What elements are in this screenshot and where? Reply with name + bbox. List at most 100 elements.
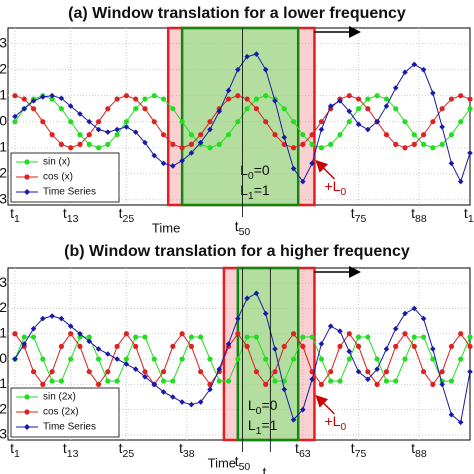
point (281, 343, 287, 350)
point (133, 96, 139, 102)
point (235, 356, 241, 362)
point (439, 124, 445, 130)
point (337, 132, 343, 138)
point (216, 378, 222, 384)
point (365, 376, 371, 383)
point (40, 381, 46, 387)
point (244, 96, 250, 102)
x-tick-label: t100 (464, 205, 474, 225)
point (392, 85, 399, 91)
point (290, 416, 297, 423)
point (216, 366, 223, 372)
point (457, 178, 464, 185)
point (393, 343, 399, 350)
point (160, 96, 167, 102)
point (114, 343, 120, 350)
y-tick-label: 3 (0, 34, 7, 50)
point (439, 141, 445, 147)
point (430, 119, 436, 125)
point (420, 132, 427, 138)
point (179, 119, 185, 125)
legend-marker (24, 424, 30, 430)
point (86, 369, 92, 375)
point (411, 343, 417, 350)
legend-marker (24, 174, 30, 180)
point (402, 331, 408, 337)
point (430, 145, 436, 151)
point (458, 119, 464, 125)
point (68, 356, 74, 362)
point (86, 334, 92, 340)
annotation: L1=1 (240, 182, 270, 202)
x-tick-label: t50 (235, 218, 251, 238)
point (77, 334, 83, 340)
point (188, 343, 195, 350)
point (30, 98, 37, 104)
y-tick-label: 3 (0, 274, 7, 290)
point (420, 315, 427, 322)
point (420, 66, 427, 73)
point (105, 106, 111, 112)
point (365, 126, 371, 133)
point (86, 338, 93, 345)
x-tick-label: t1 (10, 440, 20, 460)
x-tick-label: t50 (235, 453, 251, 473)
point (142, 334, 148, 340)
point (114, 378, 120, 384)
point (355, 106, 362, 112)
point (123, 361, 130, 367)
point (86, 132, 92, 138)
point (133, 106, 139, 112)
legend-marker (24, 394, 30, 400)
point (467, 106, 473, 112)
point (272, 132, 278, 138)
point (198, 132, 204, 138)
point (346, 356, 352, 362)
point (160, 389, 167, 395)
y-tick-label: -3 (0, 426, 7, 442)
x-tick-label: t38 (179, 440, 195, 460)
point (263, 93, 269, 99)
point (123, 124, 130, 130)
point (411, 141, 417, 147)
point (58, 95, 65, 102)
point (393, 106, 399, 112)
point (49, 92, 55, 99)
annotation: L0=0 (248, 397, 278, 417)
point (411, 61, 418, 68)
point (188, 401, 195, 408)
point (272, 98, 278, 104)
point (318, 381, 325, 387)
point (179, 157, 185, 164)
point (281, 134, 288, 141)
x-tick-label: t25 (119, 205, 135, 225)
x-tick-label: t88 (411, 440, 427, 460)
point (309, 132, 315, 138)
point (207, 145, 213, 151)
point (68, 145, 74, 151)
point (95, 145, 102, 151)
point (281, 106, 287, 112)
point (374, 118, 380, 125)
y-tick-label: -2 (0, 164, 7, 180)
point (30, 334, 37, 340)
point (179, 145, 185, 151)
legend-marker (24, 159, 30, 165)
point (12, 119, 18, 125)
point (235, 315, 241, 322)
point (170, 163, 176, 169)
legend-label: sin (x) (43, 157, 70, 168)
point (318, 356, 325, 362)
point (309, 334, 315, 340)
point (160, 369, 167, 375)
point (132, 129, 139, 135)
point (12, 93, 18, 99)
y-tick-label: 2 (0, 299, 7, 315)
point (77, 111, 83, 117)
point (383, 378, 390, 384)
annotation: +L0 (324, 413, 346, 433)
point (365, 96, 371, 102)
point (346, 331, 352, 337)
window-inner (180, 26, 300, 207)
x-axis-label: Time (152, 220, 180, 235)
